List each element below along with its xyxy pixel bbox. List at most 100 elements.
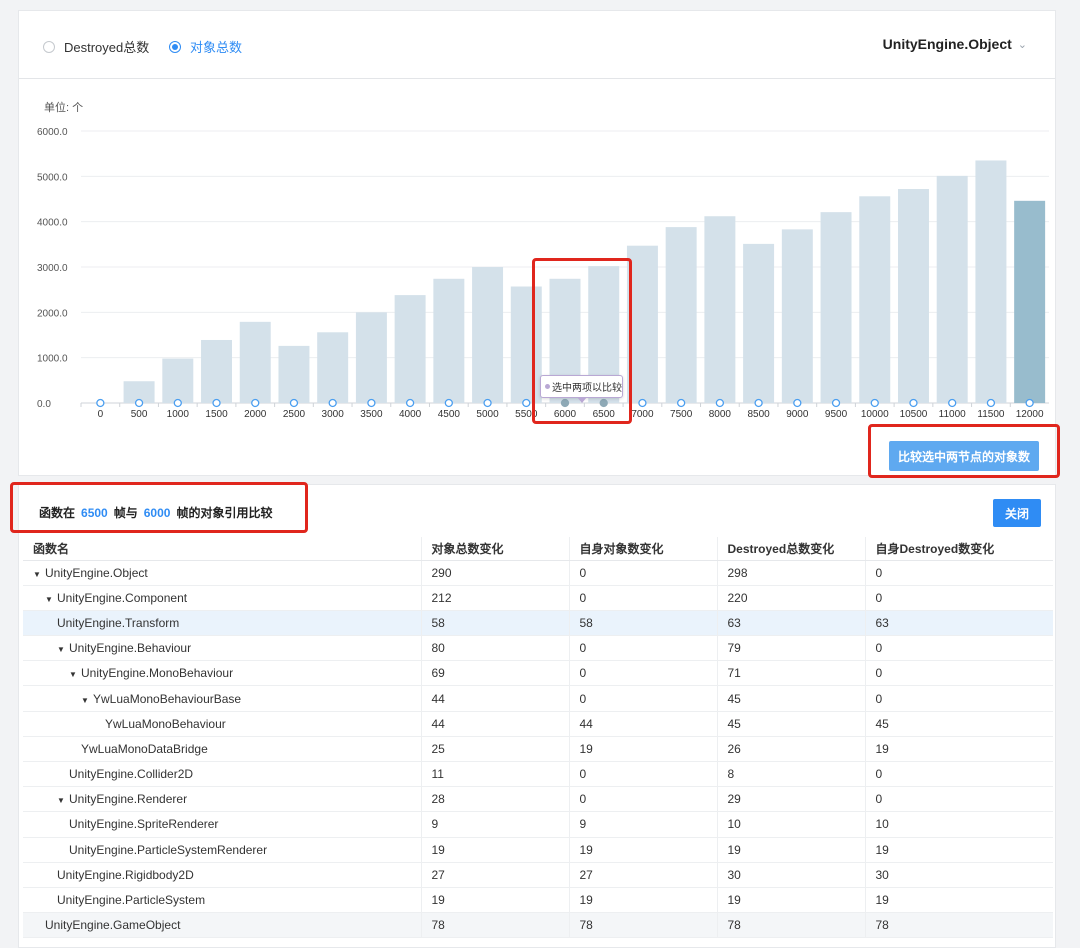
bar[interactable] <box>704 216 736 403</box>
type-select[interactable]: UnityEngine.Object ⌄ <box>883 36 1027 52</box>
data-point[interactable] <box>831 398 841 408</box>
row-value-cell: 30 <box>864 862 1053 888</box>
bar[interactable] <box>123 381 155 403</box>
data-point[interactable] <box>638 398 647 408</box>
data-point[interactable] <box>793 398 802 408</box>
bar[interactable] <box>859 196 891 403</box>
bar[interactable] <box>394 295 426 403</box>
data-point[interactable] <box>367 398 376 408</box>
table-row[interactable]: ▼ UnityEngine.MonoBehaviour 69 0 71 0 <box>23 660 1053 687</box>
row-value-cell: 27 <box>420 862 569 888</box>
expand-arrow-icon[interactable]: ▼ <box>57 796 65 806</box>
table-row[interactable]: UnityEngine.ParticleSystemRenderer 19 19 19… <box>23 837 1053 863</box>
bar[interactable] <box>201 339 233 403</box>
radio-destroyed-total[interactable]: Destroyed总数 <box>43 37 149 56</box>
row-value-cell: 19 <box>420 837 569 863</box>
expand-arrow-icon[interactable]: ▼ <box>81 695 89 705</box>
data-point[interactable] <box>1025 398 1034 408</box>
bar[interactable] <box>317 332 349 403</box>
row-value-cell: 0 <box>568 761 717 788</box>
row-value-cell: 25 <box>420 736 569 763</box>
row-value-cell: 19 <box>716 887 865 914</box>
col-destroyed-change[interactable]: Destroyed总数变化 <box>716 537 865 561</box>
table-row[interactable]: YwLuaMonoDataBridge 25 19 26 19 <box>23 736 1053 763</box>
table-row[interactable]: UnityEngine.Transform 58 58 63 63 <box>23 610 1053 637</box>
data-point[interactable] <box>522 398 531 408</box>
row-value-cell: 0 <box>568 635 717 662</box>
row-value-cell: 0 <box>864 585 1053 611</box>
data-point[interactable] <box>870 398 879 408</box>
data-point[interactable] <box>96 398 105 408</box>
table-row[interactable]: UnityEngine.SpriteRenderer 9 9 10 10 <box>23 811 1053 838</box>
data-point[interactable] <box>483 398 492 408</box>
table-row[interactable]: ▼ YwLuaMonoBehaviourBase 44 0 45 0 <box>23 685 1053 712</box>
col-self-destroyed-change[interactable]: 自身Destroyed数变化 <box>864 537 1053 561</box>
bar[interactable] <box>239 321 271 403</box>
table-row[interactable]: ▼ UnityEngine.Behaviour 80 0 79 0 <box>23 635 1053 662</box>
row-value-cell: 298 <box>716 560 865 586</box>
row-value-cell: 69 <box>420 660 569 687</box>
bar[interactable] <box>472 267 504 403</box>
row-value-cell: 10 <box>716 811 865 838</box>
row-value-cell: 26 <box>716 736 865 763</box>
close-button[interactable]: 关闭 <box>993 499 1041 527</box>
data-point[interactable] <box>986 398 996 408</box>
bar[interactable] <box>510 286 542 403</box>
data-point[interactable] <box>677 398 686 408</box>
data-point[interactable] <box>444 398 453 408</box>
table-row[interactable]: UnityEngine.GameObject 78 78 78 78 <box>23 912 1053 939</box>
x-tick-label: 7000 <box>631 409 654 420</box>
selected-point[interactable] <box>560 398 570 408</box>
col-name[interactable]: 函数名 <box>23 537 421 561</box>
table-row[interactable]: YwLuaMonoBehaviour 44 44 45 45 <box>23 711 1053 737</box>
row-name-cell: UnityEngine.Transform <box>23 610 421 637</box>
bar[interactable] <box>743 243 775 403</box>
expand-arrow-icon[interactable]: ▼ <box>33 569 41 579</box>
data-point[interactable] <box>715 398 725 408</box>
expand-arrow-icon[interactable]: ▼ <box>57 645 65 655</box>
compare-button[interactable]: 比较选中两节点的对象数 <box>889 441 1039 471</box>
row-value-cell: 45 <box>716 711 865 737</box>
data-point[interactable] <box>134 398 144 408</box>
bar[interactable] <box>665 227 697 403</box>
data-point[interactable] <box>909 398 918 408</box>
bar[interactable] <box>162 358 194 403</box>
col-self-change[interactable]: 自身对象数变化 <box>568 537 717 561</box>
table-row[interactable]: ▼ UnityEngine.Component 212 0 220 0 <box>23 585 1053 611</box>
row-name: UnityEngine.ParticleSystem <box>57 893 206 908</box>
bar[interactable] <box>781 229 813 403</box>
comparison-table: 函数名 对象总数变化 自身对象数变化 Destroyed总数变化 自身Destr… <box>23 537 1053 939</box>
table-row[interactable]: ▼ UnityEngine.Object 290 0 298 0 <box>23 560 1053 586</box>
bar[interactable] <box>936 175 968 403</box>
expand-arrow-icon[interactable]: ▼ <box>69 670 77 680</box>
tooltip-dot <box>545 384 550 389</box>
data-point[interactable] <box>328 398 337 408</box>
radio-label: 对象总数 <box>190 40 243 55</box>
bar[interactable] <box>433 278 465 403</box>
radio-object-total[interactable]: 对象总数 <box>169 37 242 56</box>
bar[interactable] <box>626 245 658 403</box>
table-row[interactable]: ▼ UnityEngine.Renderer 28 0 29 0 <box>23 786 1053 813</box>
bar[interactable] <box>820 212 852 403</box>
data-point[interactable] <box>251 398 260 408</box>
bar[interactable] <box>897 189 929 403</box>
data-point[interactable] <box>289 398 299 408</box>
bar[interactable] <box>975 160 1007 403</box>
selected-point[interactable] <box>599 398 608 408</box>
data-point[interactable] <box>948 398 957 408</box>
data-point[interactable] <box>212 398 221 408</box>
table-header: 函数名 对象总数变化 自身对象数变化 Destroyed总数变化 自身Destr… <box>23 537 1053 561</box>
data-point[interactable] <box>405 398 415 408</box>
table-row[interactable]: UnityEngine.ParticleSystem 19 19 19 19 <box>23 887 1053 914</box>
expand-arrow-icon[interactable]: ▼ <box>45 594 53 604</box>
bar[interactable] <box>278 345 310 403</box>
data-point[interactable] <box>173 398 182 408</box>
bar[interactable] <box>355 312 387 403</box>
table-row[interactable]: UnityEngine.Collider2D 11 0 8 0 <box>23 761 1053 788</box>
row-name-cell: UnityEngine.ParticleSystemRenderer <box>23 837 421 863</box>
data-point[interactable] <box>754 398 763 408</box>
col-total-change[interactable]: 对象总数变化 <box>420 537 569 561</box>
table-row[interactable]: UnityEngine.Rigidbody2D 27 27 30 30 <box>23 862 1053 888</box>
row-value-cell: 0 <box>864 660 1053 687</box>
bar[interactable] <box>1014 200 1046 403</box>
